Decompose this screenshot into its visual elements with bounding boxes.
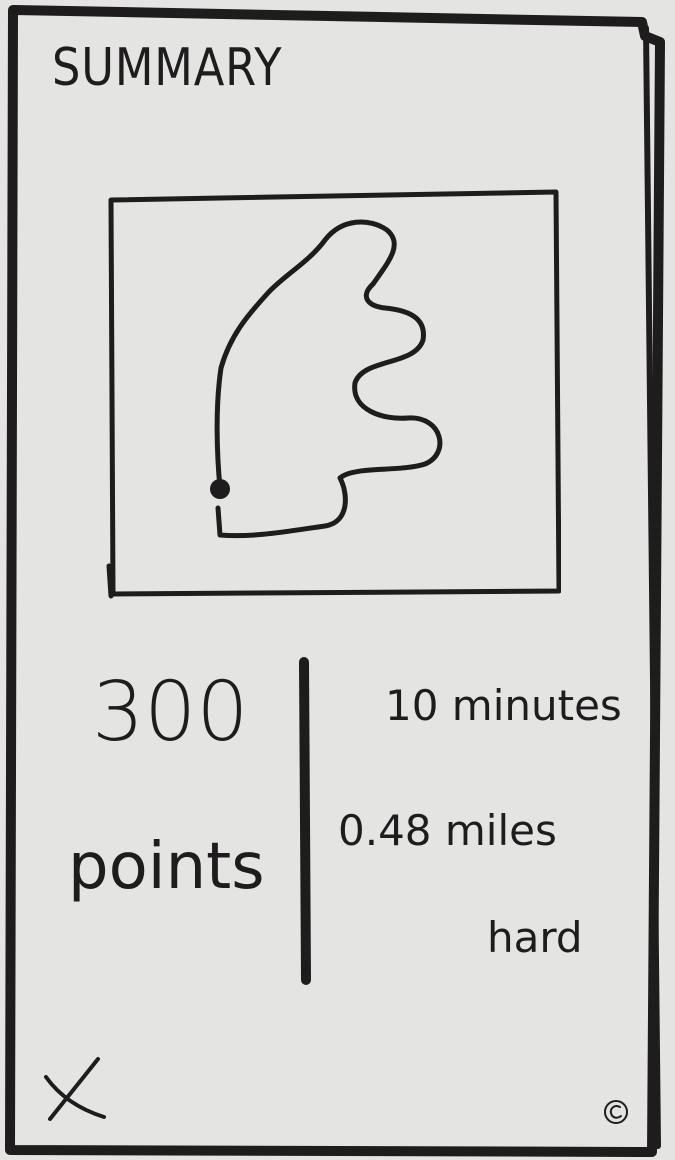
start-marker-icon (210, 479, 230, 499)
stat-duration: 10 minutes (385, 681, 622, 730)
stat-difficulty: hard (487, 913, 583, 962)
close-icon[interactable] (44, 1057, 106, 1121)
map-border (106, 189, 561, 599)
page-title: SUMMARY (52, 38, 283, 98)
copyright-icon (604, 1100, 628, 1124)
route-map (106, 189, 561, 599)
stats-divider (299, 657, 311, 985)
close-button[interactable] (36, 1055, 114, 1133)
stat-distance: 0.48 miles (338, 806, 557, 855)
route-path (214, 219, 443, 539)
score-value: 300 (92, 665, 249, 760)
score-unit: points (68, 830, 265, 904)
